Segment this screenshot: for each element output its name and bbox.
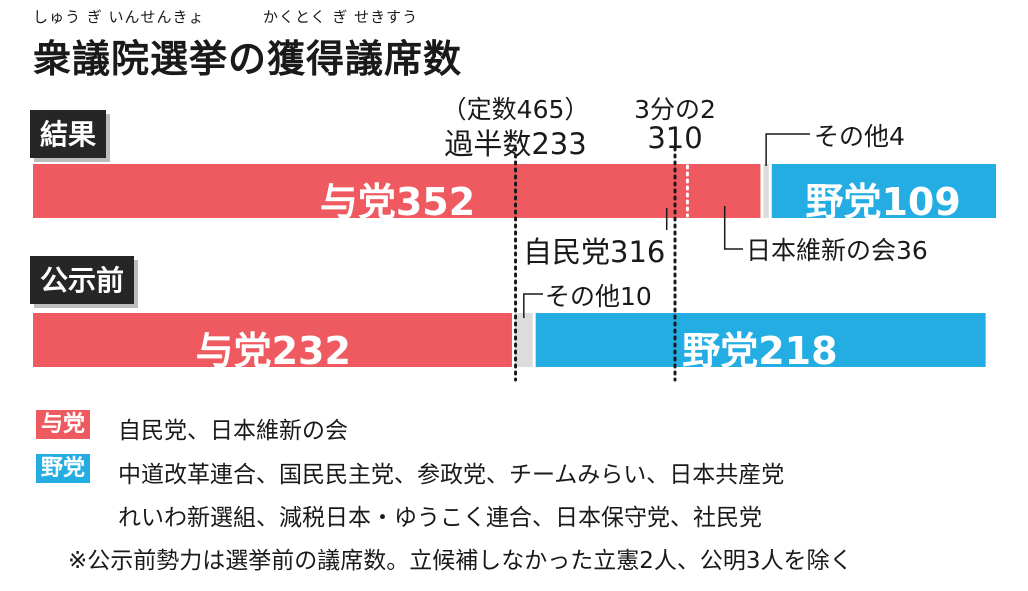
legend-chip-ruling: 与党 (36, 410, 91, 439)
bar-separator (768, 164, 772, 218)
footnote: ※公示前勢力は選挙前の議席数。立候補しなかった立憲2人、公明3人を除く (68, 548, 853, 574)
bar-result-opposition (770, 164, 996, 218)
legend-chip-opposition: 野党 (36, 454, 91, 483)
bar-before-ruling (33, 313, 514, 367)
bar-label-before-ruling: 与党232 (195, 329, 351, 373)
legend-text-ruling: 自民党、日本維新の会 (118, 418, 348, 444)
row-tag-before: 公示前 (30, 256, 135, 304)
bar-label-result-ruling: 与党352 (319, 180, 476, 224)
legend-item-opposition: 野党 (36, 454, 91, 484)
bar-result-ruling (33, 164, 762, 218)
bar-separator (511, 313, 515, 367)
legend-text-opposition-1: 中道改革連合、国民民主党、参政党、チームみらい、日本共産党 (118, 462, 785, 488)
leader-before-other (523, 293, 543, 318)
leader-lines-layer (523, 133, 810, 318)
annotation-ishin: 日本維新の会36 (746, 236, 928, 265)
legend-text-opposition-2: れいわ新選組、減税日本・ゆうこく連合、日本保守党、社民党 (118, 505, 762, 531)
bar-result-other (761, 164, 771, 218)
leader-ishin (723, 206, 743, 250)
reference-label-majority: 過半数233 (444, 127, 587, 161)
bar-separator (532, 313, 536, 367)
reference-label-total: （定数465） (441, 95, 590, 124)
row-tag-result: 結果 (30, 110, 107, 158)
reference-label-two-thirds-title: 3分の2 (634, 95, 716, 124)
bar-label-result-opposition: 野党109 (805, 180, 961, 224)
title-ruby-1: しゅう ぎ いんせんきょ (33, 8, 205, 26)
annotation-ldp: 自民党316 (523, 235, 666, 269)
leader-result-other (765, 133, 810, 166)
bar-separator (760, 164, 764, 218)
annotation-before-other: その他10 (545, 282, 652, 311)
bar-before-other (513, 313, 535, 367)
legend-item-ruling: 与党 (36, 410, 91, 440)
title-ruby-2: かくとく ぎ せきすう (263, 8, 419, 26)
annotation-result-other: その他4 (814, 122, 905, 151)
bars-layer (33, 164, 996, 367)
page-title: 衆議院選挙の獲得議席数 (33, 37, 463, 81)
bar-before-opposition (534, 313, 986, 367)
reference-label-two-thirds: 310 (647, 121, 703, 155)
bar-label-before-opposition: 野党218 (682, 329, 838, 373)
